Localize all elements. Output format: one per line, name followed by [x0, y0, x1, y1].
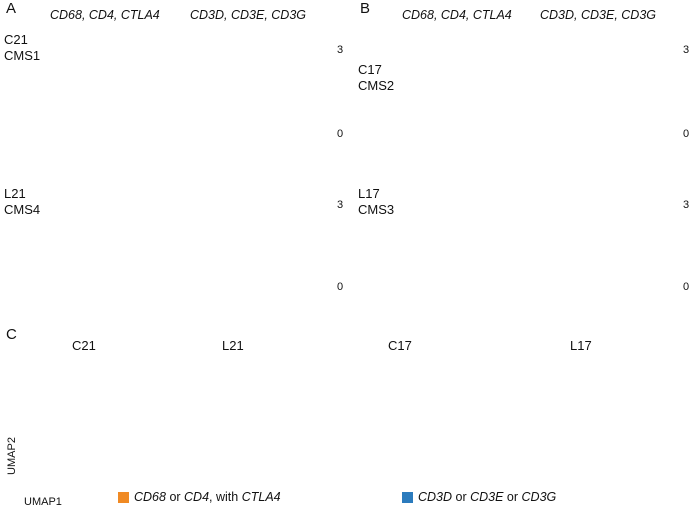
sample-label-l21: L21 CMS4 [4, 186, 41, 217]
legend-item-cd68: CD68 or CD4, with CTLA4 [118, 490, 281, 504]
sample-label-l17: L17 CMS3 [358, 186, 395, 217]
tissue-c17-cd3 [535, 33, 669, 167]
panel-letter-b: B [360, 0, 371, 17]
panel-letter-c: C [6, 326, 17, 343]
colorbar-b1-max: 3 [683, 44, 690, 56]
legend-swatch-blue [402, 491, 413, 503]
umap-axis-arrows [23, 445, 69, 493]
umap-l17 [495, 357, 676, 469]
tissue-c17-cd68 [393, 33, 527, 167]
umap-title-l17: L17 [570, 338, 592, 353]
umap1-axis-label: UMAP1 [24, 496, 62, 508]
tissue-c21-cd68 [39, 33, 181, 167]
tissue-c21-cd3 [187, 33, 321, 167]
header-a-cd3: CD3D, CD3E, CD3G [190, 8, 306, 22]
colorbar-b1 [680, 60, 687, 136]
umap-c21 [38, 360, 144, 489]
colorbar-a2-max: 3 [337, 199, 344, 211]
tissue-l17-cd68 [393, 187, 527, 321]
tissue-l17-cd3 [535, 187, 669, 321]
umap2-axis-label: UMAP2 [6, 437, 18, 475]
colorbar-b2-max: 3 [683, 199, 690, 211]
umap-c17 [349, 374, 461, 473]
legend-item-cd3: CD3D or CD3E or CD3G [402, 490, 556, 504]
panel-letter-a: A [6, 0, 17, 17]
header-a-cd68: CD68, CD4, CTLA4 [50, 8, 160, 22]
legend-swatch-orange [118, 491, 129, 503]
header-b-cd68: CD68, CD4, CTLA4 [402, 8, 512, 22]
colorbar-a1 [334, 60, 341, 136]
umap-title-l21: L21 [222, 338, 244, 353]
header-b-cd3: CD3D, CD3E, CD3G [540, 8, 656, 22]
tissue-l21-cd68 [39, 187, 181, 321]
colorbar-b2-min: 0 [683, 281, 690, 293]
umap-l21 [176, 364, 301, 461]
colorbar-a1-max: 3 [337, 44, 344, 56]
tissue-l21-cd3 [187, 187, 321, 321]
colorbar-a1-min: 0 [337, 128, 344, 140]
colorbar-b2 [680, 214, 687, 290]
colorbar-b1-min: 0 [683, 128, 690, 140]
sample-label-c21: C21 CMS1 [4, 32, 41, 63]
umap-title-c21: C21 [72, 338, 96, 353]
umap-title-c17: C17 [388, 338, 412, 353]
colorbar-a2-min: 0 [337, 281, 344, 293]
colorbar-a2 [334, 214, 341, 290]
sample-label-c17: C17 CMS2 [358, 62, 395, 93]
